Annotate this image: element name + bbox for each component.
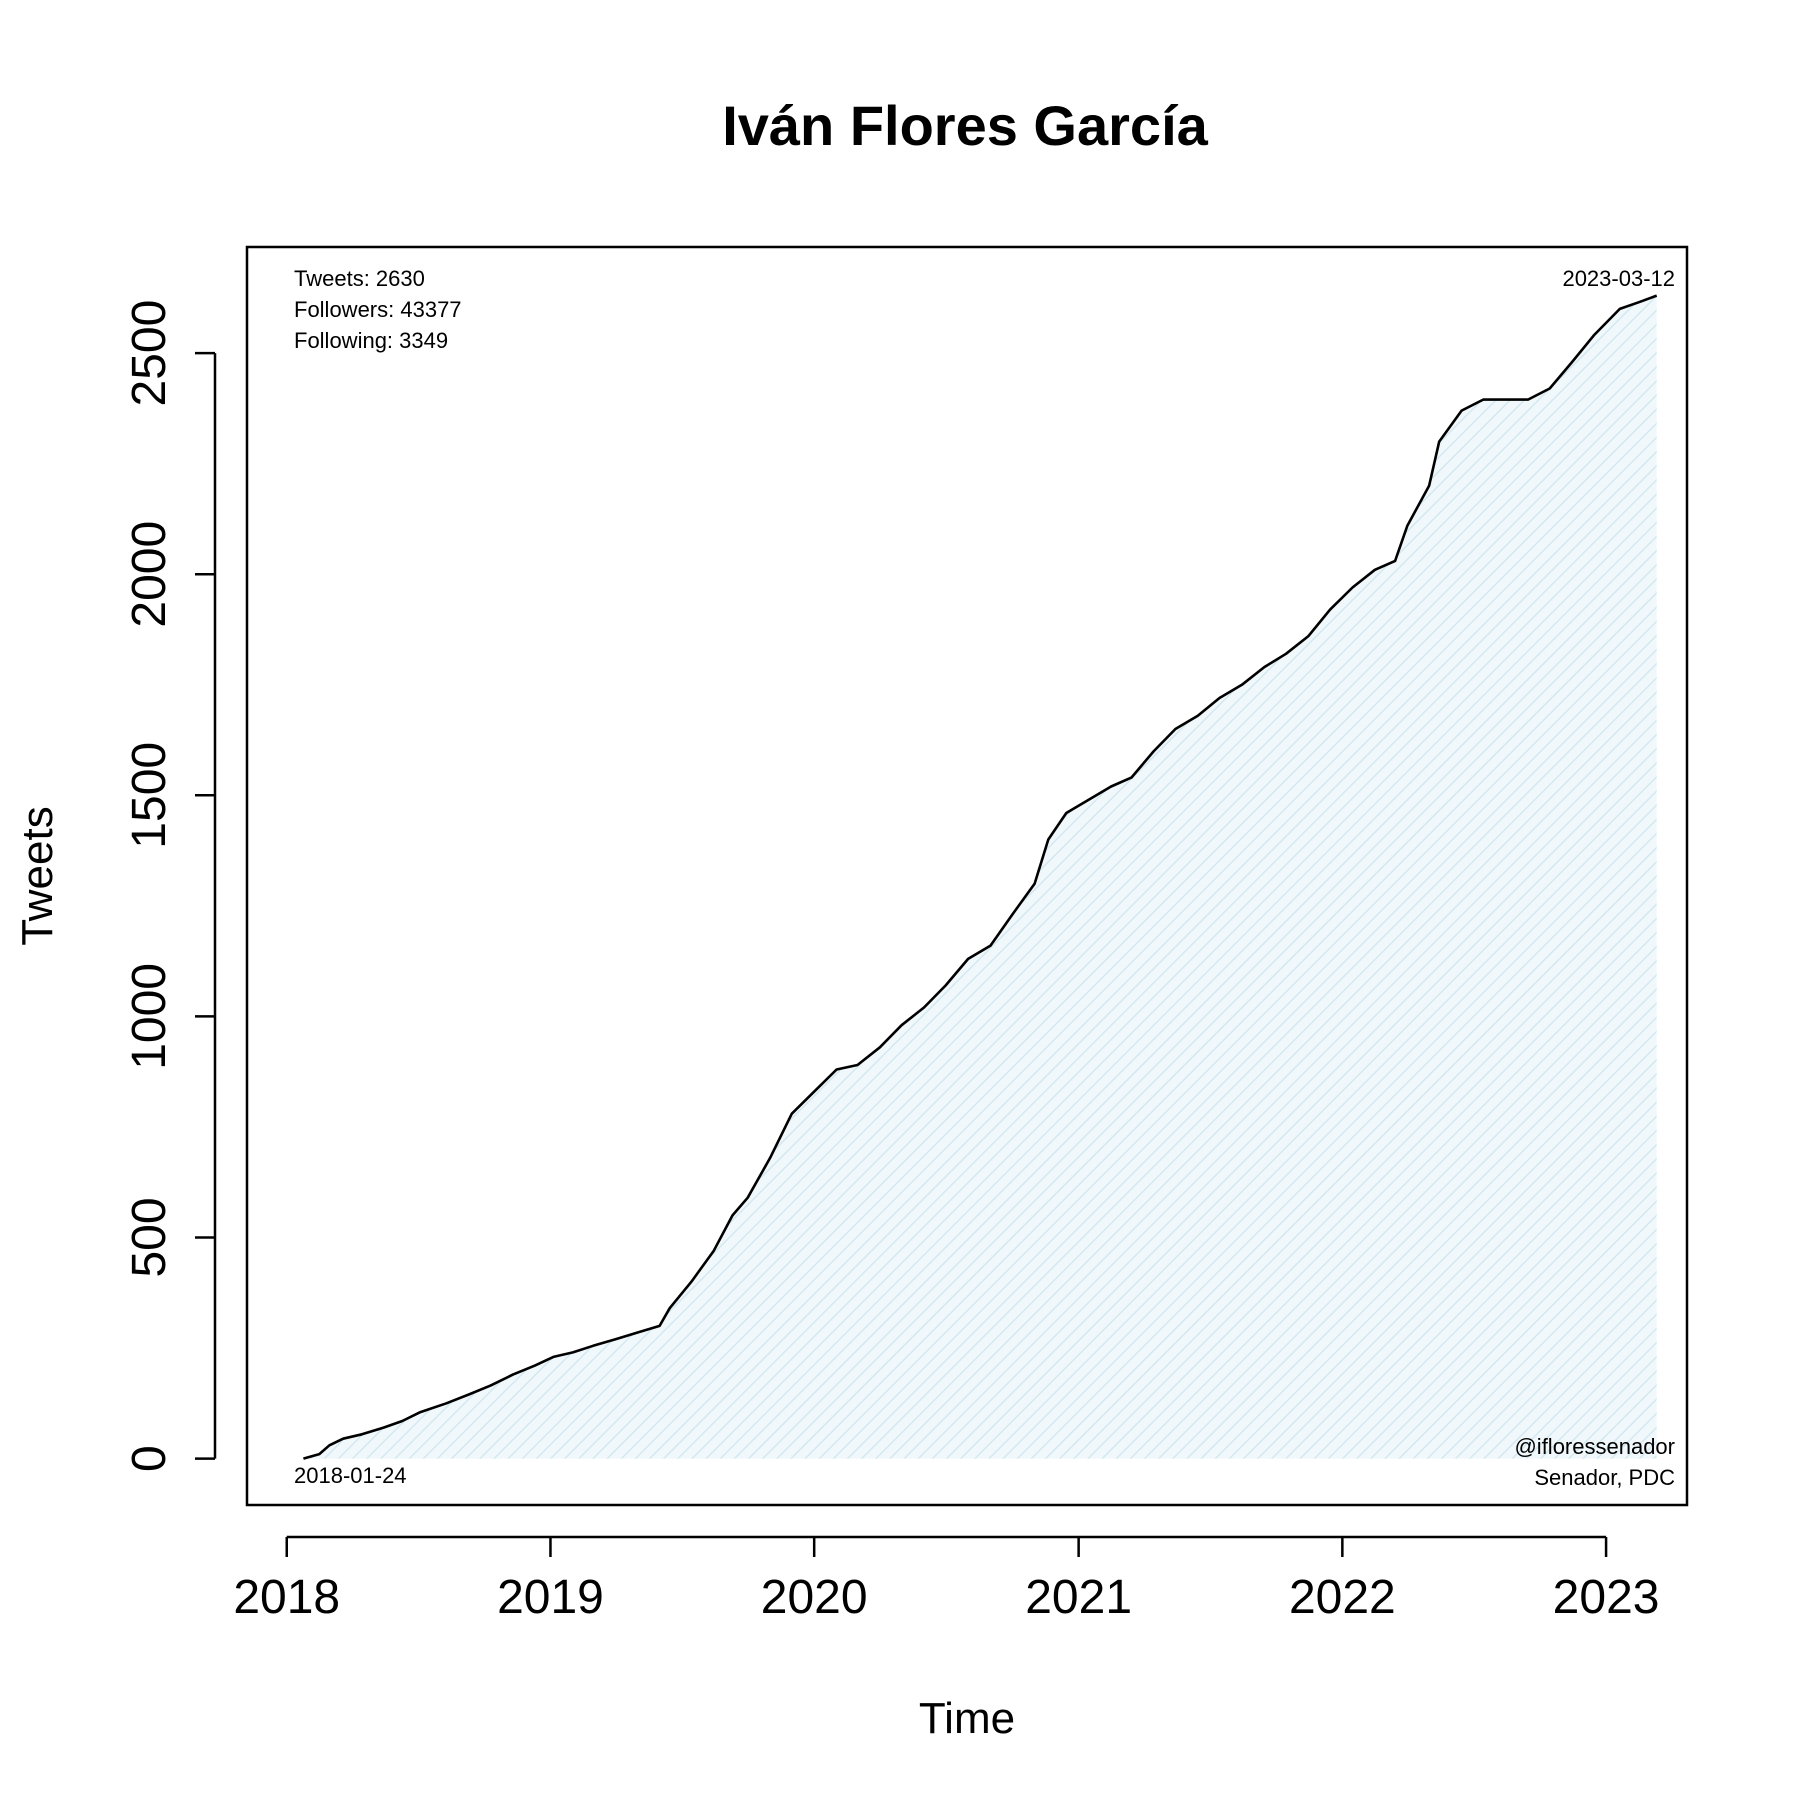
start-date-label: 2018-01-24 <box>294 1463 407 1488</box>
account-role: Senador, PDC <box>1534 1465 1675 1490</box>
x-tick-label: 2023 <box>1553 1571 1660 1624</box>
x-tick-label: 2018 <box>233 1571 340 1624</box>
x-tick-label: 2020 <box>761 1571 868 1624</box>
tweets-area-fill <box>303 295 1657 1459</box>
y-axis-label: Tweets <box>13 806 62 945</box>
plot-frame <box>245 245 1689 1507</box>
stats-followers: Followers: 43377 <box>294 297 462 322</box>
y-tick-label: 1500 <box>123 742 176 849</box>
chart-title: Iván Flores García <box>722 94 1208 157</box>
y-axis: 0 500 1000 1500 2000 2500 <box>123 300 217 1472</box>
line-layer <box>303 294 1658 1460</box>
y-tick-label: 1000 <box>123 963 176 1070</box>
x-tick-label: 2021 <box>1025 1571 1132 1624</box>
x-axis-label: Time <box>919 1694 1015 1743</box>
y-tick-label: 2500 <box>123 300 176 407</box>
stats-tweets: Tweets: 2630 <box>294 266 425 291</box>
account-handle: @ifloressenador <box>1514 1434 1675 1459</box>
tweets-line <box>303 294 1658 1460</box>
stats-following: Following: 3349 <box>294 328 448 353</box>
x-tick-label: 2022 <box>1289 1571 1396 1624</box>
y-tick-label: 0 <box>123 1445 176 1472</box>
x-axis: 2018 2019 2020 2021 2022 2023 <box>233 1535 1660 1624</box>
y-tick-label: 500 <box>123 1197 176 1277</box>
y-tick-label: 2000 <box>123 521 176 628</box>
x-tick-label: 2019 <box>497 1571 604 1624</box>
end-date-label: 2023-03-12 <box>1562 266 1675 291</box>
area-layer <box>303 295 1657 1459</box>
